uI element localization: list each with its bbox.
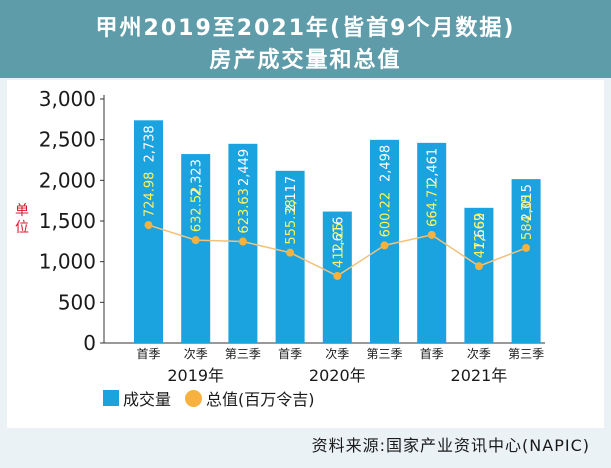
source-note: 资料来源:国家产业资讯中心(NAPIC) — [311, 436, 590, 455]
value-point-label: 632.52 — [190, 187, 205, 233]
chart-subtitle: 房产成交量和总值 — [209, 48, 402, 73]
unit-label-top: 单 — [15, 203, 29, 219]
value-point-9 — [522, 243, 531, 252]
x-tick-label: 次季 — [184, 347, 208, 361]
y-tick-label: 2,500 — [39, 128, 96, 152]
y-tick-label: 3,000 — [39, 87, 96, 111]
value-point-label: 664.71 — [426, 181, 441, 227]
legend-value-label: 总值(百万令吉) — [206, 390, 315, 409]
bar-volume-2 — [181, 154, 211, 343]
bar-volume-label: 2,015 — [520, 184, 535, 221]
title-banner: 甲州2019至2021年(皆首9个月数据) 房产成交量和总值 — [0, 0, 611, 78]
value-point-5 — [333, 271, 342, 280]
bar-volume-7 — [417, 142, 447, 343]
legend-volume-swatch — [103, 390, 119, 406]
value-point-1 — [144, 221, 153, 230]
bar-volume-label: 1,662 — [473, 213, 488, 250]
value-point-8 — [474, 262, 483, 271]
y-tick-label: 500 — [58, 290, 96, 314]
x-tick-label: 次季 — [467, 347, 491, 361]
x-tick-label: 第三季 — [225, 347, 261, 361]
value-point-label: 555.38 — [284, 199, 299, 245]
y-tick-label: 2,000 — [39, 168, 96, 192]
value-point-4 — [286, 248, 295, 257]
bar-volume-label: 2,117 — [284, 176, 299, 213]
value-point-6 — [380, 241, 389, 250]
bar-volume-label: 2,449 — [237, 149, 252, 186]
value-point-7 — [427, 230, 436, 239]
x-group-label: 2020年 — [309, 366, 366, 385]
y-tick-label: 1,000 — [39, 250, 96, 274]
bar-volume-9 — [511, 179, 541, 343]
legend-volume-label: 成交量 — [123, 390, 172, 409]
y-tick-label: 1,500 — [39, 209, 96, 233]
y-tick-label: 0 — [83, 331, 96, 355]
x-tick-label: 第三季 — [508, 347, 544, 361]
x-tick-label: 首季 — [420, 347, 444, 361]
bar-volume-label: 2,498 — [379, 145, 394, 182]
unit-label-bottom: 位 — [15, 220, 29, 236]
x-tick-label: 第三季 — [366, 347, 402, 361]
x-group-label: 2021年 — [451, 366, 508, 385]
x-tick-label: 次季 — [325, 347, 349, 361]
value-point-label: 412.25 — [331, 222, 346, 268]
bar-volume-label: 2,738 — [143, 125, 158, 162]
bar-volume-1 — [134, 120, 163, 344]
x-tick-label: 首季 — [136, 347, 160, 361]
bar-volume-label: 2,323 — [190, 159, 205, 196]
value-point-label: 623.63 — [237, 188, 252, 234]
value-point-label: 724.98 — [143, 172, 158, 218]
value-point-2 — [191, 236, 200, 245]
legend-value-swatch — [185, 389, 203, 407]
chart-panel — [7, 80, 604, 428]
value-point-label: 600.22 — [379, 192, 394, 238]
x-group-label: 2019年 — [167, 366, 224, 385]
x-tick-label: 首季 — [278, 347, 302, 361]
value-point-3 — [238, 237, 247, 246]
chart-title: 甲州2019至2021年(皆首9个月数据) — [95, 16, 516, 41]
value-point-label: 584.35 — [520, 194, 535, 240]
bar-volume-8 — [464, 207, 494, 343]
value-point-label: 472.69 — [473, 213, 488, 259]
bar-volume-label: 2,461 — [426, 148, 441, 185]
bar-volume-label: 1,616 — [331, 217, 346, 254]
legend: 成交量 总值(百万令吉) — [103, 387, 315, 409]
